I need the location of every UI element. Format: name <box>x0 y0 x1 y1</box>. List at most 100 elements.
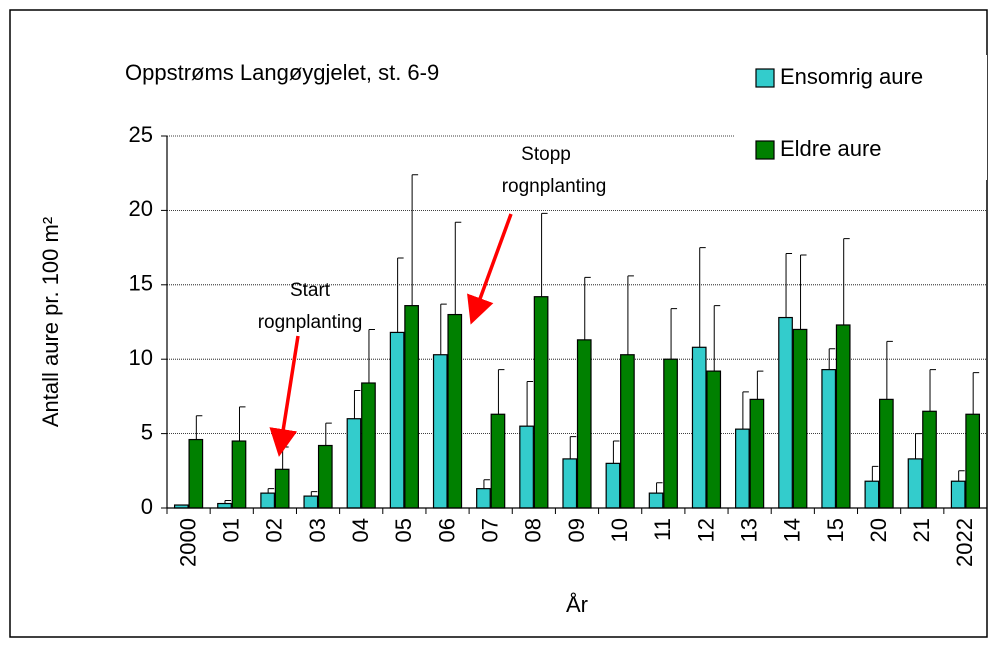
error-bar <box>915 433 922 459</box>
bar <box>605 462 621 509</box>
y-tick-label: 10 <box>129 345 153 370</box>
error-bar <box>699 247 706 348</box>
bar <box>835 324 851 509</box>
error-bar <box>195 415 203 440</box>
error-bar <box>497 369 505 415</box>
legend-label: Ensomrig aure <box>780 64 923 89</box>
bar <box>576 339 592 509</box>
bar <box>447 313 463 509</box>
error-bar <box>886 340 893 400</box>
x-tick-label: 15 <box>823 518 848 542</box>
chart-title: Oppstrøms Langøygjelet, st. 6-9 <box>125 60 439 85</box>
error-bar <box>325 422 332 446</box>
error-bar <box>397 257 404 333</box>
error-bar <box>569 436 577 459</box>
bar <box>562 458 578 509</box>
bar <box>274 468 290 509</box>
y-tick-label: 0 <box>141 494 153 519</box>
error-bar <box>526 381 534 427</box>
bar <box>792 328 808 509</box>
error-bar <box>713 305 721 372</box>
bar <box>907 458 923 509</box>
x-tick-label: 11 <box>650 518 675 541</box>
bar <box>533 296 549 509</box>
annotation: rognplanting <box>502 176 607 197</box>
bar <box>663 358 678 509</box>
y-tick-label: 20 <box>129 196 153 221</box>
legend-swatch <box>755 68 775 88</box>
error-bar <box>440 303 447 355</box>
error-bar <box>612 440 620 464</box>
error-bar <box>627 275 634 355</box>
error-bar <box>224 500 231 504</box>
annotation: Stopp <box>521 144 571 165</box>
y-tick-label: 25 <box>129 122 153 147</box>
bar <box>217 502 232 509</box>
bar <box>490 413 506 509</box>
x-tick-label: 2022 <box>952 518 977 567</box>
x-tick-label: 12 <box>693 518 718 542</box>
error-bar <box>411 174 419 306</box>
bar <box>231 440 247 509</box>
x-tick-label: 2000 <box>175 518 200 567</box>
annotation: rognplanting <box>258 312 363 333</box>
bar <box>317 444 333 509</box>
legend-swatch <box>755 140 775 160</box>
arrow <box>269 335 300 457</box>
bar <box>778 316 793 509</box>
legend-background <box>735 55 987 180</box>
bar <box>432 354 448 509</box>
error-bar <box>756 370 764 400</box>
x-tick-label: 09 <box>564 518 589 542</box>
error-bar <box>454 221 462 315</box>
x-tick-label: 05 <box>391 518 416 542</box>
error-bar <box>656 482 663 494</box>
bar <box>519 425 534 509</box>
error-bar <box>785 253 793 318</box>
error-bar <box>871 465 879 482</box>
bar <box>965 413 981 509</box>
x-tick-label: 01 <box>219 518 244 542</box>
bar <box>648 492 664 509</box>
error-bar <box>958 470 965 482</box>
x-tick-label: 03 <box>305 518 330 542</box>
bar <box>188 438 204 509</box>
annotation: Start <box>290 280 331 301</box>
legend-label: Eldre aure <box>780 136 882 161</box>
bar <box>303 495 319 509</box>
bar <box>346 418 362 509</box>
error-bar <box>368 328 375 384</box>
x-axis-label: År <box>566 592 588 617</box>
y-axis-label: Antall aure pr. 100 m² <box>38 217 63 427</box>
error-bar <box>828 348 836 370</box>
x-tick-label: 06 <box>434 518 459 542</box>
x-tick-label: 21 <box>909 518 934 542</box>
y-tick-label: 15 <box>129 271 153 296</box>
error-bar <box>742 391 749 430</box>
error-bar <box>670 308 678 360</box>
error-bar <box>541 212 548 297</box>
x-tick-label: 04 <box>348 518 373 542</box>
x-tick-label: 02 <box>262 518 287 542</box>
error-bar <box>353 389 361 419</box>
bar <box>821 369 837 509</box>
bar <box>749 398 765 509</box>
error-bar <box>238 406 246 442</box>
bar <box>879 398 894 509</box>
error-bar <box>267 488 275 494</box>
arrow <box>467 213 513 325</box>
bar <box>922 410 937 509</box>
x-tick-label: 20 <box>866 518 891 542</box>
bar <box>864 480 880 509</box>
bar <box>404 305 419 509</box>
x-tick-label: 13 <box>736 518 761 542</box>
error-bar <box>972 372 980 415</box>
bar <box>950 480 966 509</box>
x-tick-label: 14 <box>780 518 805 542</box>
bar <box>361 382 376 509</box>
bar <box>620 354 635 509</box>
x-tick-label: 07 <box>477 518 502 542</box>
y-tick-label: 5 <box>141 419 153 444</box>
bar <box>706 370 722 509</box>
